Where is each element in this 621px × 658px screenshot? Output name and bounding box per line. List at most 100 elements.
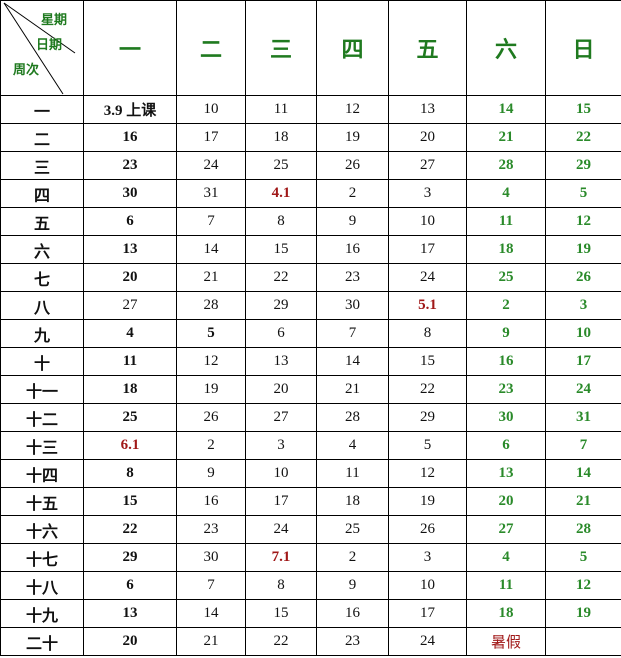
date-cell: 15 xyxy=(245,599,317,628)
table-row: 一 3.9 上课 10 11 12 13 14 15 xyxy=(0,95,621,124)
date-cell: 7 xyxy=(545,431,621,460)
table-row: 九 4 5 6 7 8 9 10 xyxy=(0,319,621,348)
date-cell: 24 xyxy=(545,375,621,404)
date-cell: 26 xyxy=(388,515,467,544)
table-row: 二十 20 21 22 23 24 暑假 xyxy=(0,627,621,656)
date-cell: 25 xyxy=(316,515,389,544)
date-cell: 23 xyxy=(83,151,177,180)
date-cell: 9 xyxy=(466,319,546,348)
date-cell: 8 xyxy=(388,319,467,348)
date-cell: 11 xyxy=(245,95,317,124)
date-cell: 10 xyxy=(388,207,467,236)
date-cell: 6 xyxy=(466,431,546,460)
week-label: 周次 xyxy=(13,63,40,78)
date-cell: 5 xyxy=(176,319,246,348)
date-cell: 7.1 xyxy=(245,543,317,572)
table-row: 十八 6 7 8 9 10 11 12 xyxy=(0,571,621,600)
date-cell: 3 xyxy=(245,431,317,460)
date-cell: 2 xyxy=(466,291,546,320)
date-cell: 21 xyxy=(176,627,246,656)
date-cell: 7 xyxy=(316,319,389,348)
date-cell: 27 xyxy=(245,403,317,432)
date-cell: 24 xyxy=(176,151,246,180)
date-cell: 11 xyxy=(316,459,389,488)
date-cell: 20 xyxy=(466,487,546,516)
date-cell xyxy=(545,627,621,656)
week-number-cell: 十一 xyxy=(0,375,84,404)
day-header-6: 六 xyxy=(466,0,546,96)
date-cell: 17 xyxy=(176,123,246,152)
day-header-2: 二 xyxy=(176,0,246,96)
corner-header-cell: 星期 日期 周次 xyxy=(0,0,84,96)
date-cell: 10 xyxy=(545,319,621,348)
date-cell: 9 xyxy=(316,571,389,600)
table-row: 十一 18 19 20 21 22 23 24 xyxy=(0,375,621,404)
day-header-7: 日 xyxy=(545,0,621,96)
week-number-cell: 五 xyxy=(0,207,84,236)
date-cell: 24 xyxy=(245,515,317,544)
date-cell: 18 xyxy=(83,375,177,404)
date-cell: 26 xyxy=(316,151,389,180)
date-cell: 23 xyxy=(176,515,246,544)
date-cell: 13 xyxy=(245,347,317,376)
date-cell: 23 xyxy=(316,627,389,656)
date-cell: 17 xyxy=(388,235,467,264)
date-cell: 29 xyxy=(83,543,177,572)
date-cell: 25 xyxy=(466,263,546,292)
week-number-cell: 十七 xyxy=(0,543,84,572)
diagonal-lines xyxy=(3,2,76,95)
date-cell: 27 xyxy=(83,291,177,320)
date-cell: 18 xyxy=(316,487,389,516)
date-cell: 18 xyxy=(466,235,546,264)
day-header-3: 三 xyxy=(245,0,317,96)
date-cell: 23 xyxy=(466,375,546,404)
week-number-cell: 八 xyxy=(0,291,84,320)
date-cell: 27 xyxy=(388,151,467,180)
table-row: 五 6 7 8 9 10 11 12 xyxy=(0,207,621,236)
week-number-cell: 十 xyxy=(0,347,84,376)
date-cell: 5 xyxy=(545,179,621,208)
date-cell: 31 xyxy=(545,403,621,432)
date-cell: 21 xyxy=(316,375,389,404)
date-cell: 29 xyxy=(245,291,317,320)
date-cell: 19 xyxy=(388,487,467,516)
date-cell: 11 xyxy=(83,347,177,376)
date-cell: 19 xyxy=(176,375,246,404)
date-cell: 7 xyxy=(176,571,246,600)
date-cell: 8 xyxy=(245,207,317,236)
table-row: 八 27 28 29 30 5.1 2 3 xyxy=(0,291,621,320)
table-row: 七 20 21 22 23 24 25 26 xyxy=(0,263,621,292)
date-cell: 14 xyxy=(316,347,389,376)
date-cell: 24 xyxy=(388,627,467,656)
date-cell: 24 xyxy=(388,263,467,292)
date-cell: 15 xyxy=(388,347,467,376)
week-number-cell: 七 xyxy=(0,263,84,292)
date-cell: 13 xyxy=(83,235,177,264)
date-cell: 22 xyxy=(245,263,317,292)
date-cell: 21 xyxy=(545,487,621,516)
date-cell: 13 xyxy=(388,95,467,124)
week-number-cell: 十四 xyxy=(0,459,84,488)
date-cell: 20 xyxy=(388,123,467,152)
date-cell: 22 xyxy=(388,375,467,404)
table-row: 十二 25 26 27 28 29 30 31 xyxy=(0,403,621,432)
date-cell: 19 xyxy=(545,235,621,264)
date-cell: 4 xyxy=(316,431,389,460)
date-label: 日期 xyxy=(36,38,63,53)
date-cell: 3 xyxy=(545,291,621,320)
table-row: 十四 8 9 10 11 12 13 14 xyxy=(0,459,621,488)
table-row: 十三 6.1 2 3 4 5 6 7 xyxy=(0,431,621,460)
date-cell: 16 xyxy=(466,347,546,376)
week-number-cell: 二十 xyxy=(0,627,84,656)
date-cell: 14 xyxy=(545,459,621,488)
date-cell: 30 xyxy=(466,403,546,432)
date-cell: 22 xyxy=(545,123,621,152)
date-cell: 25 xyxy=(83,403,177,432)
day-header-5: 五 xyxy=(388,0,467,96)
date-cell: 15 xyxy=(245,235,317,264)
week-number-cell: 十三 xyxy=(0,431,84,460)
date-cell: 12 xyxy=(545,571,621,600)
date-cell: 9 xyxy=(316,207,389,236)
date-cell: 11 xyxy=(466,571,546,600)
